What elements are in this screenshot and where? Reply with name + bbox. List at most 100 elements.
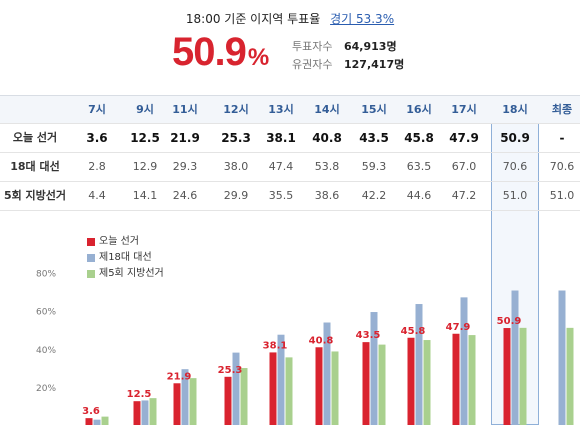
data-label: 21.9 bbox=[167, 371, 192, 382]
region-rate-link[interactable]: 경기 53.3% bbox=[330, 12, 395, 26]
bar bbox=[370, 312, 378, 425]
legend-label: 오늘 선거 bbox=[99, 236, 139, 247]
bar bbox=[362, 342, 370, 425]
bar bbox=[232, 352, 240, 425]
legend-entry: 오늘 선거 bbox=[87, 234, 164, 250]
table-row: 18대 대선 2.8 12.9 29.3 38.0 47.4 53.8 59.3 63.5 67.… bbox=[0, 153, 580, 182]
table-cell: 42.2 bbox=[361, 189, 387, 202]
headline: 18:00 기준 이지역 투표율 경기 53.3% bbox=[0, 10, 580, 27]
bar bbox=[323, 322, 331, 425]
legend-label: 제5회 지방선거 bbox=[99, 268, 164, 279]
table-cell: 38.1 bbox=[266, 131, 296, 145]
column-header: 9시 bbox=[136, 103, 154, 116]
table-cell: 14.1 bbox=[132, 189, 158, 202]
bar bbox=[331, 351, 339, 425]
bar bbox=[460, 297, 468, 425]
table-cell: 67.0 bbox=[451, 160, 477, 173]
table-cell: 3.6 bbox=[86, 131, 108, 145]
legend-swatch bbox=[87, 270, 95, 278]
row-label: 5회 지방선거 bbox=[3, 189, 67, 202]
electorate-label: 유권자수 bbox=[292, 58, 333, 71]
legend-swatch bbox=[87, 254, 95, 262]
vote-counts: 투표자수 64,913명 유권자수 127,417명 bbox=[292, 38, 404, 74]
percent-sign: % bbox=[247, 44, 270, 71]
bar bbox=[452, 333, 460, 425]
column-header: 12시 bbox=[223, 103, 249, 116]
legend-label: 제18대 대선 bbox=[99, 252, 152, 263]
table-cell: 25.3 bbox=[221, 131, 251, 145]
bar bbox=[423, 340, 431, 425]
bar bbox=[415, 304, 423, 425]
electorate-value: 127,417명 bbox=[344, 58, 405, 71]
bar bbox=[181, 369, 189, 425]
headline-title: 18:00 기준 이지역 투표율 bbox=[185, 12, 321, 26]
table-cell: 44.6 bbox=[406, 189, 432, 202]
table-cell: 4.4 bbox=[88, 189, 106, 202]
table-cell: 35.5 bbox=[268, 189, 294, 202]
table-cell: 45.8 bbox=[404, 131, 434, 145]
column-header: 15시 bbox=[361, 103, 387, 116]
bar bbox=[93, 419, 101, 425]
bar bbox=[269, 352, 277, 425]
data-label: 40.8 bbox=[309, 335, 334, 346]
bar bbox=[378, 344, 386, 425]
data-label: 47.9 bbox=[446, 322, 471, 333]
current-turnout: 50.9% bbox=[172, 30, 269, 75]
column-header: 18시 bbox=[502, 103, 528, 116]
y-tick-label: 60% bbox=[36, 308, 56, 318]
table-cell: 12.5 bbox=[130, 131, 160, 145]
table-cell: 29.9 bbox=[223, 189, 249, 202]
column-header: 17시 bbox=[451, 103, 477, 116]
table-cell: 63.5 bbox=[406, 160, 432, 173]
y-tick-label: 80% bbox=[36, 270, 56, 280]
table-cell: 21.9 bbox=[170, 131, 200, 145]
data-label: 38.1 bbox=[263, 340, 288, 351]
voters-value: 64,913명 bbox=[344, 40, 397, 53]
bar bbox=[519, 327, 527, 425]
bar bbox=[189, 378, 197, 425]
table-row: 5회 지방선거 4.4 14.1 24.6 29.9 35.5 38.6 42.2 44.6 47… bbox=[0, 182, 580, 211]
table-cell: 50.9 bbox=[500, 131, 530, 145]
column-header: 16시 bbox=[406, 103, 432, 116]
bar bbox=[407, 337, 415, 425]
column-header: 14시 bbox=[314, 103, 340, 116]
table-cell: 2.8 bbox=[88, 160, 106, 173]
table-cell: 53.8 bbox=[314, 160, 340, 173]
bar bbox=[558, 290, 566, 425]
voters-label: 투표자수 bbox=[292, 40, 333, 53]
y-tick-label: 40% bbox=[36, 346, 56, 356]
legend-entry: 제18대 대선 bbox=[87, 250, 164, 266]
data-label: 25.3 bbox=[218, 365, 243, 376]
table-cell: 47.2 bbox=[451, 189, 477, 202]
data-label: 43.5 bbox=[356, 330, 381, 341]
table-cell: 40.8 bbox=[312, 131, 342, 145]
legend-swatch bbox=[87, 238, 95, 246]
table-cell: 59.3 bbox=[361, 160, 387, 173]
table-cell: 51.0 bbox=[549, 189, 575, 202]
bar bbox=[224, 376, 232, 425]
table-row: 오늘 선거 3.6 12.5 21.9 25.3 38.1 40.8 43.5 45.8 47.9… bbox=[0, 124, 580, 153]
bar bbox=[285, 357, 293, 425]
bar bbox=[277, 334, 285, 425]
data-label: 12.5 bbox=[127, 389, 152, 400]
bar bbox=[141, 400, 149, 425]
current-turnout-value: 50.9 bbox=[172, 30, 247, 74]
table-cell: 47.9 bbox=[449, 131, 479, 145]
data-label: 3.6 bbox=[82, 406, 100, 417]
data-label: 50.9 bbox=[497, 316, 522, 327]
column-header: 13시 bbox=[268, 103, 294, 116]
column-header: 7시 bbox=[88, 103, 106, 116]
y-tick-label: 20% bbox=[36, 384, 56, 394]
table-cell: 24.6 bbox=[172, 189, 198, 202]
data-label: 45.8 bbox=[401, 326, 426, 337]
bar bbox=[133, 401, 141, 425]
bar bbox=[511, 290, 519, 425]
column-header: 최종 bbox=[551, 103, 573, 116]
bar bbox=[85, 418, 93, 425]
bar bbox=[149, 398, 157, 425]
row-label: 18대 대선 bbox=[10, 160, 60, 173]
table-cell: - bbox=[559, 131, 565, 145]
legend-entry: 제5회 지방선거 bbox=[87, 266, 164, 282]
table-cell: 70.6 bbox=[502, 160, 528, 173]
